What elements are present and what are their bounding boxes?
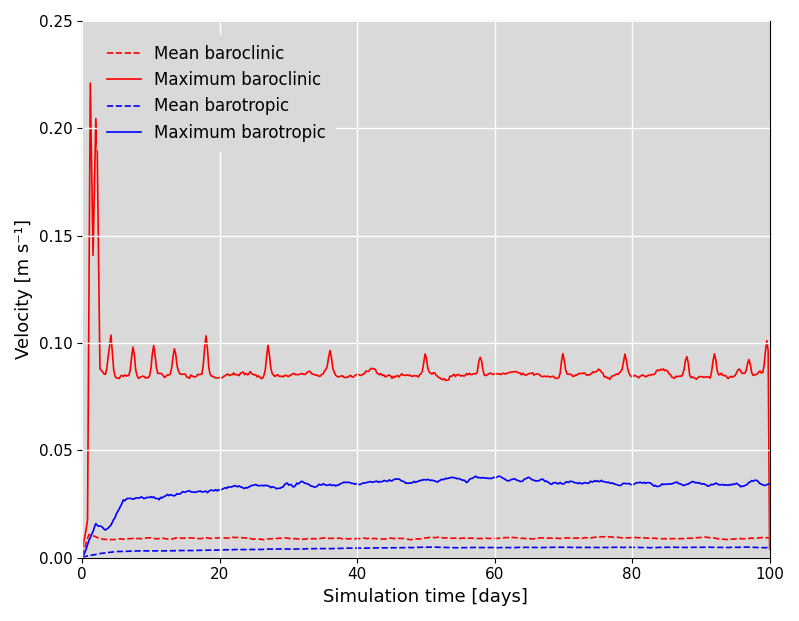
Maximum barotropic xyxy=(642,479,652,486)
Mean barotropic xyxy=(451,544,460,551)
Maximum baroclinic xyxy=(405,371,415,379)
Maximum baroclinic xyxy=(78,545,87,553)
Mean baroclinic xyxy=(765,534,774,542)
Maximum baroclinic xyxy=(409,372,419,379)
Maximum barotropic xyxy=(408,479,418,486)
Mean baroclinic xyxy=(749,535,759,542)
Mean barotropic xyxy=(749,543,759,551)
Mean barotropic xyxy=(430,543,439,551)
Maximum barotropic xyxy=(749,477,759,484)
X-axis label: Simulation time [days]: Simulation time [days] xyxy=(324,588,528,606)
Mean barotropic xyxy=(408,544,418,551)
Line: Mean baroclinic: Mean baroclinic xyxy=(82,535,769,556)
Mean baroclinic xyxy=(451,534,460,542)
Mean baroclinic xyxy=(409,535,419,543)
Mean barotropic xyxy=(642,544,652,551)
Maximum baroclinic xyxy=(488,371,498,378)
Y-axis label: Velocity [m s⁻¹]: Velocity [m s⁻¹] xyxy=(15,219,33,360)
Mean baroclinic xyxy=(405,536,415,543)
Mean baroclinic xyxy=(488,535,498,542)
Maximum barotropic xyxy=(765,481,774,488)
Mean barotropic xyxy=(78,554,87,561)
Mean barotropic xyxy=(488,544,498,551)
Maximum baroclinic xyxy=(642,373,652,380)
Line: Mean barotropic: Mean barotropic xyxy=(82,547,769,558)
Maximum baroclinic xyxy=(451,373,460,380)
Legend: Mean baroclinic, Maximum baroclinic, Mean barotropic, Maximum barotropic: Mean baroclinic, Maximum baroclinic, Mea… xyxy=(97,35,336,152)
Maximum baroclinic xyxy=(765,545,774,553)
Maximum barotropic xyxy=(78,552,87,560)
Maximum barotropic xyxy=(495,473,504,480)
Maximum barotropic xyxy=(403,479,413,487)
Line: Maximum barotropic: Maximum barotropic xyxy=(82,476,769,556)
Mean baroclinic xyxy=(642,535,652,542)
Mean barotropic xyxy=(765,544,774,551)
Mean barotropic xyxy=(403,544,413,551)
Maximum baroclinic xyxy=(749,371,759,379)
Mean baroclinic xyxy=(78,552,87,560)
Maximum barotropic xyxy=(487,475,496,483)
Mean baroclinic xyxy=(84,531,93,538)
Maximum barotropic xyxy=(449,474,459,481)
Line: Maximum baroclinic: Maximum baroclinic xyxy=(82,83,769,549)
Maximum baroclinic xyxy=(85,79,95,87)
